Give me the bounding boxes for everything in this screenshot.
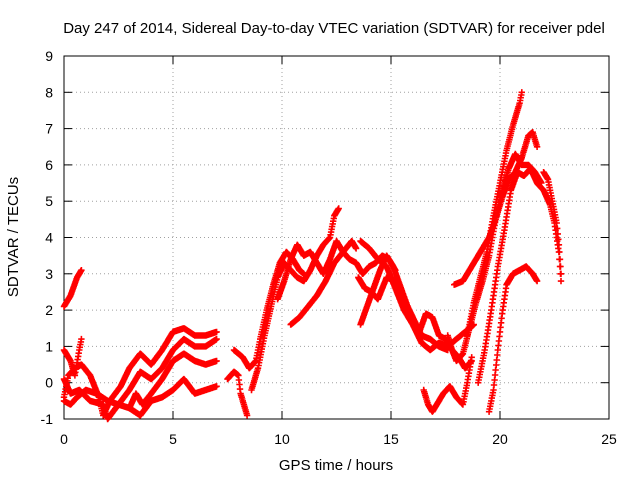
series-arc-5: [60, 350, 220, 423]
series-markers: [248, 205, 342, 394]
y-tick-label: 5: [45, 193, 53, 209]
y-tick-label: 9: [45, 48, 53, 64]
y-tick-label: 3: [45, 266, 53, 282]
y-tick-label: 7: [45, 121, 53, 137]
series-arc-18: [464, 89, 525, 339]
series-arc-6: [126, 375, 220, 419]
series-markers: [444, 150, 545, 365]
series-arc-7: [224, 368, 251, 419]
x-tick-label: 15: [383, 431, 399, 447]
x-tick-label: 25: [601, 431, 617, 447]
y-tick-label: 2: [45, 302, 53, 318]
y-tick-label: -1: [41, 411, 54, 427]
y-tick-label: 0: [45, 375, 53, 391]
series-arc-15: [420, 354, 475, 415]
x-tick-labels: 0 5 10 15 20 25: [60, 431, 617, 447]
series-markers: [464, 89, 525, 339]
chart-title: Day 247 of 2014, Sidereal Day-to-day VTE…: [63, 20, 605, 37]
y-axis-label: SDTVAR / TECUs: [5, 177, 22, 297]
series-arc-11: [287, 237, 360, 328]
x-tick-label: 10: [274, 431, 290, 447]
y-tick-label: 8: [45, 84, 53, 100]
y-tick-label: 1: [45, 338, 53, 354]
y-tick-label: 4: [45, 230, 53, 246]
x-tick-label: 20: [492, 431, 508, 447]
series-arc-1: [60, 267, 85, 310]
data-series: [60, 89, 565, 423]
series-markers: [230, 248, 307, 372]
series-arc-19: [475, 165, 565, 386]
series-markers: [357, 252, 475, 372]
series-arc-9: [248, 205, 342, 394]
series-arc-20: [485, 263, 541, 415]
y-tick-labels: -1 0 1 2 3 4 5 6 7 8 9: [41, 48, 54, 427]
y-tick-label: 6: [45, 157, 53, 173]
x-axis-label: GPS time / hours: [279, 457, 393, 474]
x-tick-label: 0: [60, 431, 68, 447]
series-markers: [224, 368, 251, 419]
axis-ticks: [63, 55, 610, 420]
series-arc-16: [444, 150, 545, 365]
grid-lines: [64, 56, 609, 419]
series-arc-21: [540, 169, 565, 277]
x-tick-label: 5: [169, 431, 177, 447]
series-arc-14: [357, 237, 477, 354]
series-arc-13: [357, 252, 475, 372]
series-arc-8: [230, 248, 307, 372]
